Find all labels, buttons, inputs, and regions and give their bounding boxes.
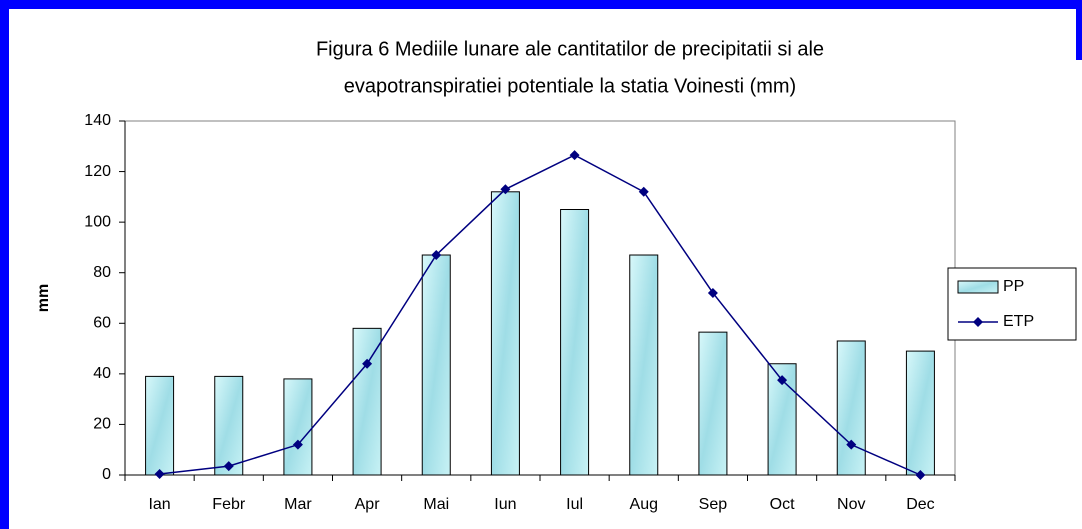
- y-tick-label: 80: [93, 264, 111, 281]
- marker: [777, 375, 788, 386]
- x-tick-label: Nov: [837, 496, 865, 513]
- bar: [905, 350, 935, 476]
- y-tick-label: 40: [93, 365, 111, 382]
- marker: [707, 287, 718, 298]
- frame-right: [1076, 0, 1082, 60]
- marker: [846, 439, 857, 450]
- x-tick-label: Aug: [630, 496, 658, 513]
- frame-left: [0, 0, 9, 529]
- x-tick-label: Mai: [423, 496, 449, 513]
- x-tick-label: Ian: [148, 496, 170, 513]
- marker: [431, 250, 442, 261]
- x-tick-label: Iul: [566, 496, 583, 513]
- marker: [915, 470, 926, 480]
- marker: [569, 150, 580, 161]
- marker: [292, 439, 303, 450]
- bar: [421, 254, 451, 476]
- marker: [500, 184, 511, 195]
- legend-marker: [973, 317, 983, 327]
- marker: [223, 461, 234, 472]
- y-tick-label: 0: [102, 466, 111, 483]
- chart-title: Figura 6 Mediile lunare ale cantitatilor…: [316, 38, 824, 60]
- x-tick-label: Febr: [212, 496, 246, 513]
- y-tick-label: 60: [93, 315, 111, 332]
- legend-swatch: [957, 280, 999, 294]
- x-tick-label: Iun: [494, 496, 516, 513]
- line: [159, 154, 921, 476]
- marker: [154, 468, 165, 479]
- legend-label: PP: [1003, 278, 1024, 295]
- y-tick-label: 100: [84, 213, 111, 230]
- bar: [629, 254, 659, 476]
- bar: [145, 375, 175, 476]
- x-tick-label: Apr: [355, 496, 381, 513]
- bar: [490, 191, 520, 476]
- bar: [698, 331, 728, 476]
- chart-title: evapotranspiratiei potentiale la statia …: [344, 75, 796, 97]
- bar: [214, 375, 244, 476]
- bar: [836, 340, 866, 476]
- legend: [947, 267, 1077, 341]
- x-tick-label: Dec: [906, 496, 934, 513]
- y-axis-label: mm: [35, 284, 52, 312]
- x-tick-label: Oct: [770, 496, 795, 513]
- marker: [638, 186, 649, 197]
- y-tick-label: 120: [84, 163, 111, 180]
- marker: [362, 358, 373, 369]
- bar: [560, 209, 590, 476]
- y-tick-label: 140: [84, 112, 111, 129]
- frame-top: [0, 0, 1082, 9]
- bar: [283, 378, 313, 476]
- legend-label: ETP: [1003, 313, 1034, 330]
- y-tick-label: 20: [93, 416, 111, 433]
- bar: [352, 327, 382, 476]
- x-tick-label: Sep: [699, 496, 728, 513]
- x-tick-label: Mar: [284, 496, 312, 513]
